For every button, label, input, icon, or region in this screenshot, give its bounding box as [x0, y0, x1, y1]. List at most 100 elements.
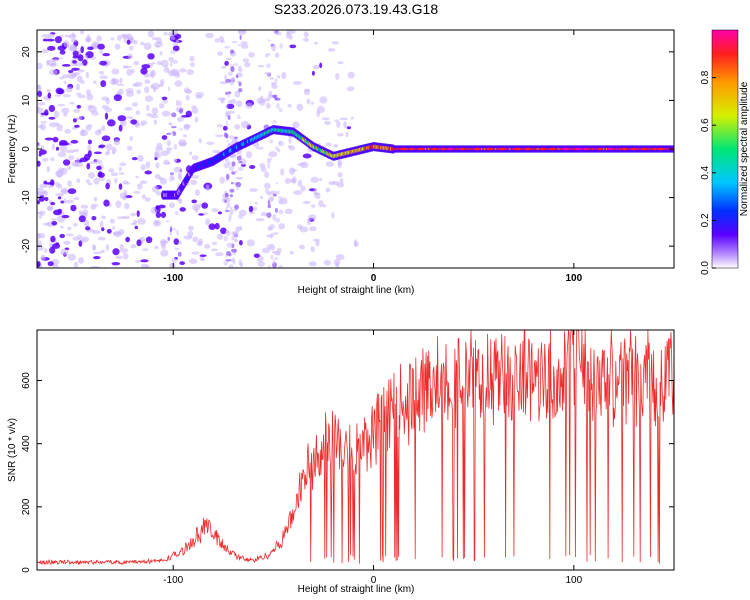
spectrogram-noise-cell	[57, 104, 66, 107]
spectrogram-noise-cell	[55, 122, 59, 126]
spectrogram-noise-cell	[117, 34, 122, 42]
spectrogram-noise-cell	[114, 177, 118, 184]
spectrogram-noise-cell	[202, 212, 209, 215]
spectrogram-noise-cell	[266, 52, 271, 56]
spectrogram-noise-cell	[159, 51, 163, 56]
spectrogram-noise-cell	[73, 197, 80, 201]
spectrogram-noise-cell	[150, 206, 158, 215]
spectrogram-noise-cell	[230, 49, 235, 54]
spectrogram-noise-cell	[53, 110, 60, 118]
spectrogram-ridge-peak	[562, 147, 569, 151]
spectrogram-noise-cell	[168, 69, 177, 77]
spectrogram-noise-cell	[211, 208, 219, 213]
spectrogram-noise-cell	[105, 244, 110, 252]
spectrogram-noise-cell	[69, 101, 75, 105]
spectrogram-noise-cell	[277, 148, 281, 153]
spectrogram-noise-cell	[59, 145, 68, 153]
spectrogram-noise-cell	[126, 116, 134, 120]
spectrogram-noise-cell	[235, 74, 239, 79]
spectrogram-noise-cell	[111, 150, 116, 155]
spectrogram-noise-cell	[270, 44, 277, 51]
spectrogram-noise-cell	[187, 230, 194, 238]
spectrogram-noise-cell	[178, 240, 182, 245]
spectrogram-ytick-label: -20	[21, 238, 32, 253]
spectrogram-noise-cell	[77, 94, 86, 99]
spectrogram-noise-cell	[144, 86, 150, 94]
spectrogram-noise-cell	[191, 107, 199, 114]
spectrogram-noise-cell	[205, 32, 214, 39]
spectrogram-noise-cell	[220, 227, 227, 235]
spectrogram-noise-cell	[297, 162, 306, 167]
spectrogram-noise-cell	[128, 45, 134, 51]
spectrogram-noise-cell	[93, 256, 101, 260]
spectrogram-noise-cell	[163, 161, 169, 164]
spectrogram-noise-cell	[231, 181, 234, 185]
spectrogram-noise-cell	[59, 57, 63, 60]
spectrogram-noise-cell	[86, 162, 91, 170]
snr-ytick-label: 400	[21, 435, 32, 452]
spectrogram-noise-cell	[264, 71, 269, 75]
spectrogram-noise-cell	[276, 75, 281, 79]
spectrogram-noise-cell	[258, 86, 262, 92]
spectrogram-noise-cell	[161, 135, 168, 140]
spectrogram-noise-cell	[337, 172, 343, 178]
spectrogram-noise-cell	[299, 226, 309, 233]
spectrogram-noise-cell	[274, 78, 278, 84]
spectrogram-noise-cell	[86, 93, 94, 101]
spectrogram-noise-cell	[278, 107, 283, 113]
spectrogram-noise-cell	[131, 68, 135, 74]
spectrogram-noise-cell	[49, 246, 56, 254]
spectrogram-noise-cell	[228, 135, 235, 139]
spectrogram-noise-cell	[111, 262, 121, 266]
spectrogram-noise-cell	[130, 212, 137, 217]
spectrogram-ridge-peak	[486, 147, 493, 151]
spectrogram-noise-cell	[240, 41, 248, 45]
spectrogram-noise-cell	[226, 139, 229, 143]
spectrogram-noise-cell	[221, 65, 227, 69]
spectrogram-noise-cell	[44, 137, 54, 141]
spectrogram-noise-cell	[129, 136, 133, 141]
spectrogram-noise-cell	[168, 202, 176, 209]
spectrogram-noise-cell	[279, 43, 283, 49]
spectrogram-noise-cell	[170, 33, 175, 37]
spectrogram-noise-cell	[269, 196, 275, 202]
spectrogram-noise-cell	[62, 74, 69, 79]
spectrogram-noise-cell	[49, 242, 53, 248]
spectrogram-noise-cell	[242, 58, 250, 63]
spectrogram-noise-cell	[48, 104, 56, 113]
spectrogram-noise-cell	[63, 198, 67, 204]
spectrogram-noise-cell	[237, 166, 244, 171]
spectrogram-noise-cell	[85, 124, 92, 131]
spectrogram-noise-cell	[346, 126, 352, 130]
spectrogram-noise-cell	[133, 60, 139, 66]
spectrogram-noise-cell	[72, 50, 79, 57]
snr-ytick-label: 0	[21, 567, 32, 573]
spectrogram-noise-cell	[289, 145, 296, 151]
spectrogram-noise-cell	[245, 102, 253, 109]
spectrogram-noise-cell	[66, 149, 75, 154]
spectrogram-noise-cell	[260, 166, 267, 173]
spectrogram-noise-cell	[335, 262, 340, 268]
spectrogram-noise-cell	[337, 61, 344, 65]
spectrogram-noise-cell	[223, 236, 228, 242]
spectrogram-noise-cell	[304, 88, 310, 92]
spectrogram-ridge-peak	[606, 147, 613, 151]
spectrogram-noise-cell	[255, 218, 265, 222]
spectrogram-noise-cell	[158, 103, 165, 109]
spectrogram-noise-cell	[140, 259, 149, 263]
spectrogram-noise-cell	[38, 195, 45, 202]
spectrogram-noise-cell	[55, 170, 64, 178]
spectrogram-noise-cell	[223, 132, 228, 138]
spectrogram-noise-cell	[171, 112, 177, 118]
spectrogram-noise-cell	[67, 253, 76, 261]
spectrogram-noise-cell	[225, 173, 230, 180]
spectrogram-noise-cell	[306, 218, 312, 226]
spectrogram-noise-cell	[91, 216, 97, 221]
spectrogram-noise-cell	[204, 243, 211, 249]
spectrogram-noise-cell	[113, 139, 121, 146]
spectrogram-noise-cell	[67, 180, 72, 187]
spectrogram-noise-cell	[316, 110, 321, 118]
spectrogram-noise-cell	[50, 62, 58, 66]
spectrogram-noise-cell	[66, 166, 72, 171]
colorbar-tick-label: 0.4	[700, 165, 711, 179]
